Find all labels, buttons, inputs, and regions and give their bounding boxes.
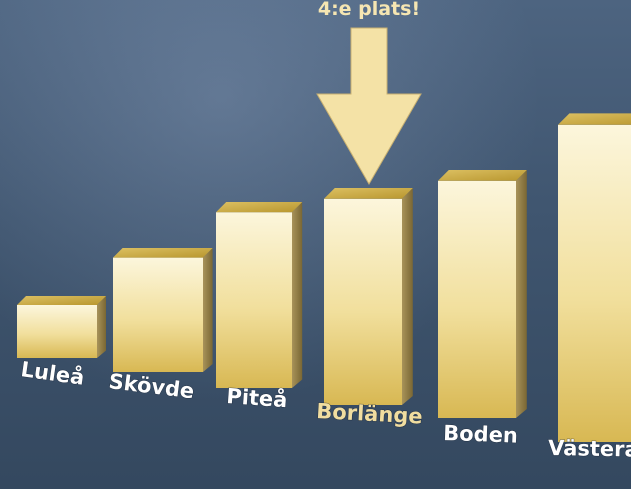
category-label: Piteå [226, 383, 289, 412]
bar-top-face [17, 296, 106, 305]
bar-side-face [97, 296, 106, 358]
bar-front-face [324, 198, 402, 405]
category-label: Västera [548, 436, 631, 462]
bar-top-face [216, 202, 303, 213]
category-label: Luleå [19, 356, 86, 390]
bar-1 [17, 296, 106, 358]
bar-top-face [324, 188, 413, 199]
bar-front-face [216, 212, 292, 388]
bar-side-face [402, 188, 413, 405]
annotation-text: 4:e plats! [318, 0, 420, 20]
category-label: Skövde [107, 369, 195, 403]
annotation-arrow-group: 4:e plats! [316, 0, 422, 185]
bar-6 [558, 113, 631, 443]
bar-front-face [113, 257, 203, 372]
bar-side-face [516, 170, 527, 418]
bar-top-face [438, 170, 527, 181]
bars-layer [17, 113, 631, 443]
bar-front-face [17, 305, 97, 358]
category-label: Boden [443, 421, 518, 448]
category-label: Borlänge [316, 399, 424, 429]
down-arrow-icon [316, 27, 422, 185]
bar-front-face [558, 124, 631, 443]
bar-5 [438, 170, 527, 418]
bar-side-face [203, 248, 213, 372]
category-labels: Luleå Skövde Piteå Borlänge Boden Västera [19, 356, 631, 462]
bar-3 [216, 202, 303, 388]
bar-side-face [292, 202, 303, 388]
bar-top-face [113, 248, 213, 258]
bar-4 [324, 188, 413, 405]
bar-top-face [558, 113, 631, 125]
bar-2 [113, 248, 213, 372]
bar-front-face [438, 180, 516, 418]
